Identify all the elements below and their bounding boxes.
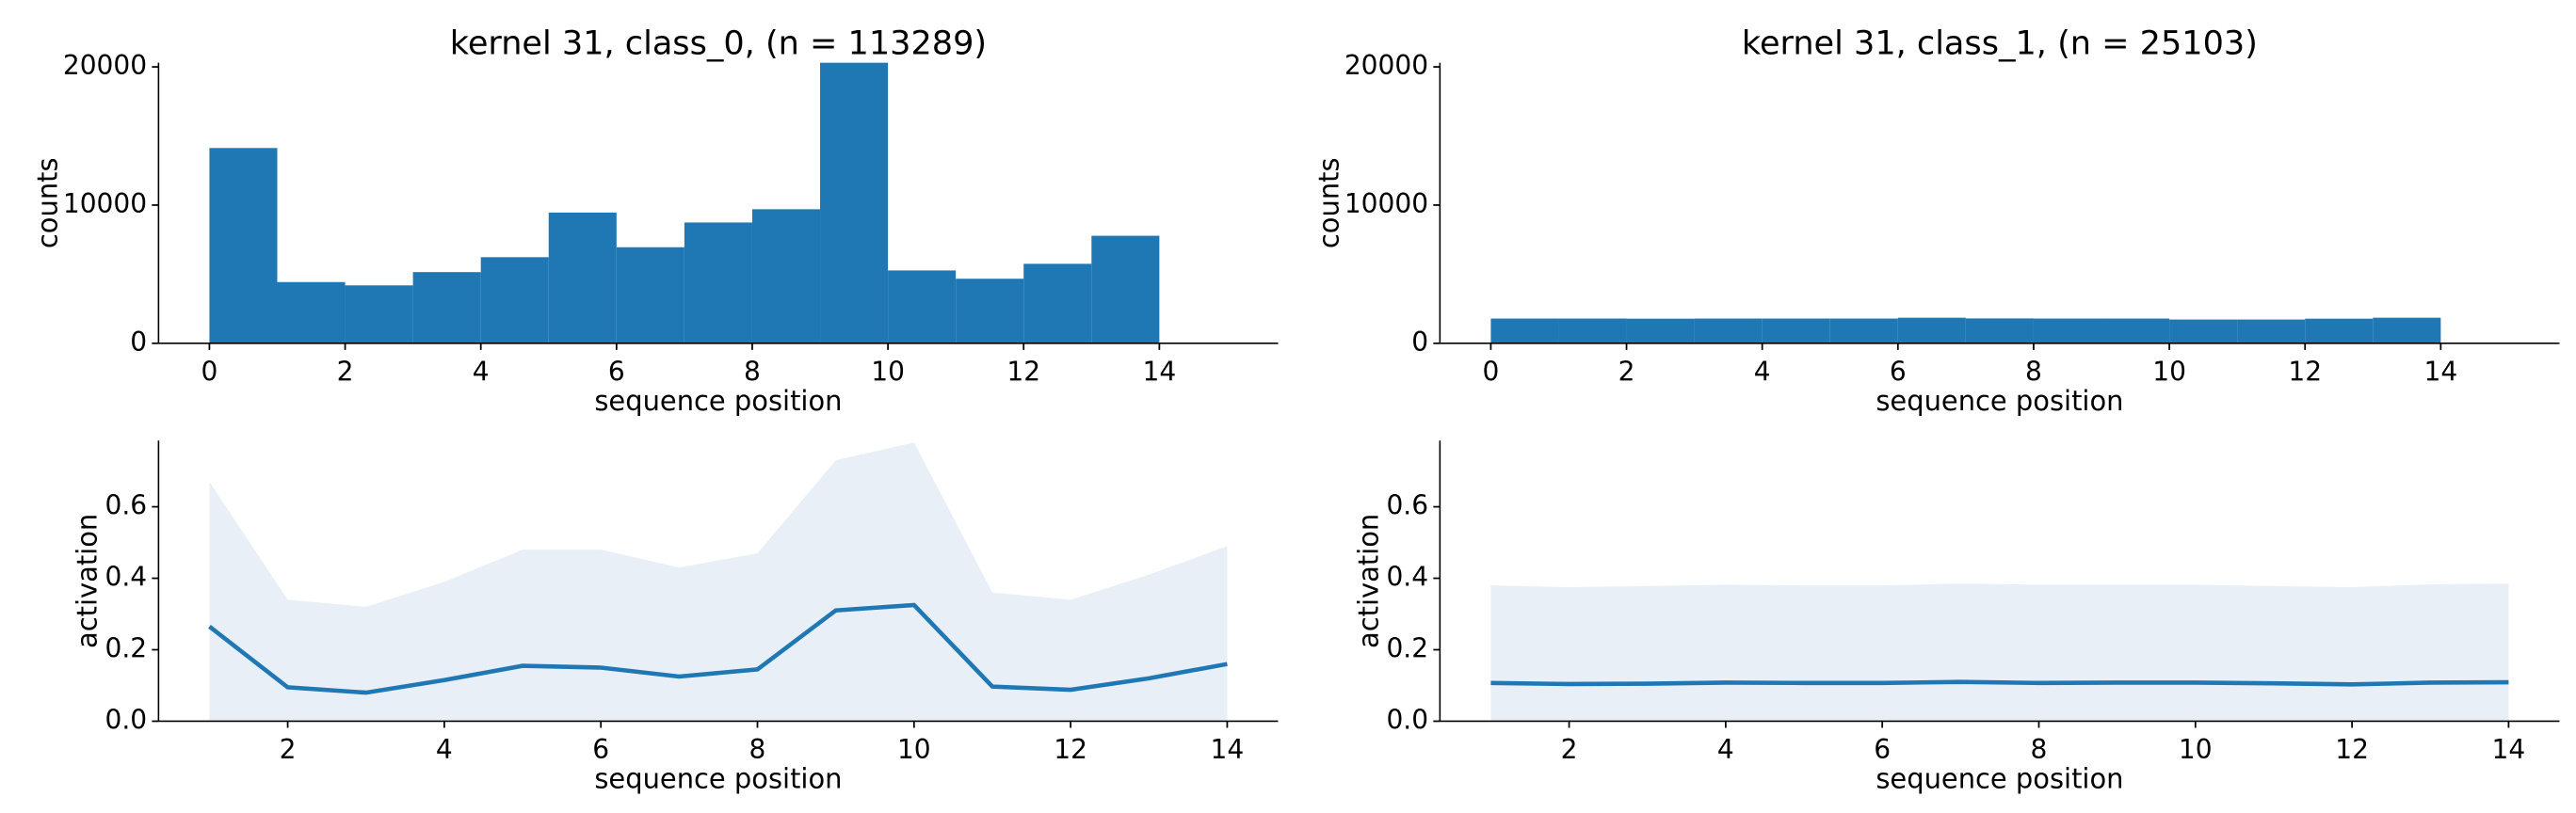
x-tick-label: 8 xyxy=(2025,356,2042,387)
x-tick-label: 12 xyxy=(1054,734,1087,765)
bar xyxy=(1829,318,1898,343)
y-tick-label: 0.4 xyxy=(1386,562,1428,593)
x-axis-label: sequence position xyxy=(594,385,842,417)
chart-title: kernel 31, class_1, (n = 25103) xyxy=(1742,24,2258,62)
x-tick-label: 6 xyxy=(1890,356,1907,387)
x-tick-label: 6 xyxy=(1874,734,1891,765)
bar xyxy=(820,62,889,343)
x-tick-label: 10 xyxy=(2152,356,2186,387)
bar xyxy=(684,222,752,343)
x-tick-label: 14 xyxy=(1211,734,1245,765)
bar xyxy=(480,257,549,343)
bar xyxy=(1897,317,1966,343)
bar xyxy=(2033,318,2102,343)
bar xyxy=(2373,317,2441,343)
bar xyxy=(1558,318,1627,343)
y-axis-label: counts xyxy=(32,157,64,248)
x-tick-label: 10 xyxy=(871,356,905,387)
x-axis-label: sequence position xyxy=(1876,763,2123,795)
bar xyxy=(1965,318,2034,343)
x-tick-label: 8 xyxy=(2031,734,2048,765)
x-tick-label: 0 xyxy=(201,356,217,387)
bar xyxy=(1694,318,1763,343)
y-tick-label: 20000 xyxy=(63,50,147,81)
y-tick-label: 0.0 xyxy=(105,704,147,735)
x-tick-label: 10 xyxy=(897,734,931,765)
x-tick-label: 0 xyxy=(1482,356,1499,387)
y-tick-label: 0.4 xyxy=(105,562,147,593)
x-axis-label: sequence position xyxy=(1876,385,2123,417)
bar xyxy=(277,281,346,343)
y-tick-label: 0.6 xyxy=(105,490,147,521)
x-tick-label: 2 xyxy=(1618,356,1635,387)
line xyxy=(1490,679,2509,687)
y-tick-label: 20000 xyxy=(1344,50,1428,81)
y-tick-label: 0.2 xyxy=(1386,632,1428,663)
bar xyxy=(751,209,821,343)
x-tick-label: 2 xyxy=(1561,734,1578,765)
y-tick-label: 10000 xyxy=(1344,188,1428,219)
bar xyxy=(2237,319,2306,343)
y-tick-label: 0.0 xyxy=(1386,704,1428,735)
bar xyxy=(1490,318,1559,343)
bar xyxy=(2305,318,2374,343)
y-tick-label: 0.6 xyxy=(1386,490,1428,521)
chart-title: kernel 31, class_0, (n = 113289) xyxy=(450,24,987,62)
y-tick-label: 0 xyxy=(1411,327,1428,358)
y-axis-label: activation xyxy=(72,514,104,648)
bar xyxy=(956,279,1024,343)
band xyxy=(1490,583,2509,722)
y-axis-label: counts xyxy=(1313,157,1345,248)
bar xyxy=(1762,318,1830,343)
x-tick-label: 2 xyxy=(337,356,354,387)
x-tick-label: 12 xyxy=(1006,356,1040,387)
y-tick-label: 10000 xyxy=(63,188,147,219)
x-tick-label: 14 xyxy=(2423,356,2457,387)
x-tick-label: 6 xyxy=(608,356,625,387)
bar xyxy=(2101,318,2170,343)
bar xyxy=(412,272,481,343)
x-tick-label: 2 xyxy=(280,734,297,765)
x-tick-label: 4 xyxy=(1754,356,1771,387)
x-tick-label: 8 xyxy=(744,356,761,387)
x-tick-label: 4 xyxy=(436,734,453,765)
bar xyxy=(2169,319,2238,343)
bar xyxy=(548,212,617,343)
x-tick-label: 4 xyxy=(473,356,490,387)
bar xyxy=(888,270,957,343)
bar xyxy=(616,247,684,343)
x-tick-label: 4 xyxy=(1717,734,1734,765)
y-tick-label: 0 xyxy=(130,327,147,358)
x-tick-label: 14 xyxy=(2492,734,2526,765)
bar xyxy=(1626,318,1695,343)
x-tick-label: 6 xyxy=(592,734,609,765)
bar xyxy=(345,285,413,343)
bar xyxy=(1091,235,1160,343)
bar xyxy=(1023,263,1092,343)
band xyxy=(209,442,1228,722)
x-tick-label: 8 xyxy=(749,734,766,765)
line xyxy=(208,602,1228,695)
y-tick-label: 0.2 xyxy=(105,632,147,663)
x-axis-label: sequence position xyxy=(594,763,842,795)
y-axis-label: activation xyxy=(1353,514,1385,648)
x-tick-label: 12 xyxy=(2335,734,2369,765)
bar xyxy=(209,148,278,343)
x-tick-label: 14 xyxy=(1143,356,1177,387)
x-tick-label: 12 xyxy=(2288,356,2322,387)
x-tick-label: 10 xyxy=(2179,734,2213,765)
